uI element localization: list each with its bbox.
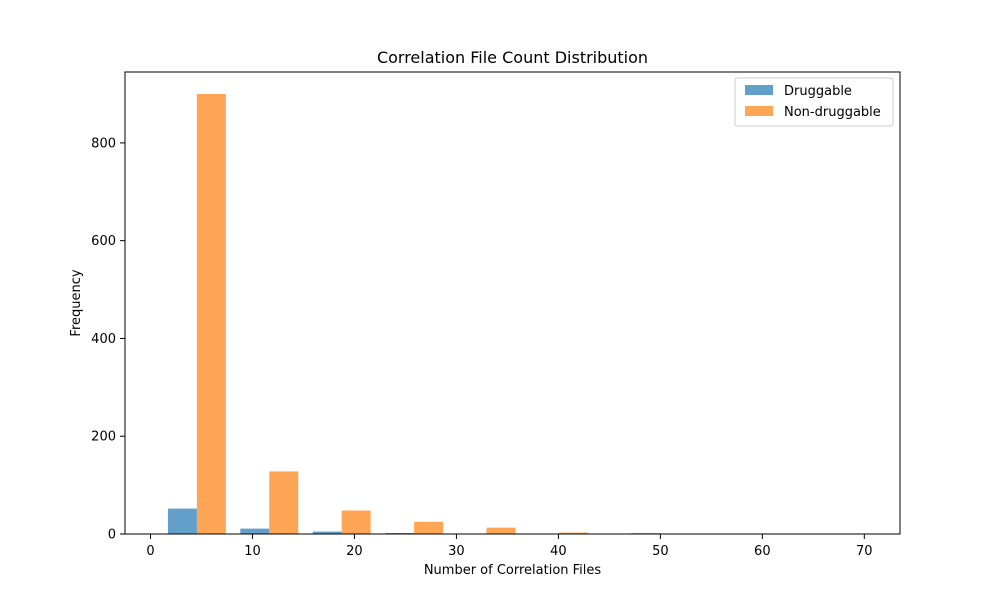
legend-label-non-druggable: Non-druggable [784,105,881,120]
y-tick-label-2: 400 [91,332,116,347]
bar-non-druggable-3 [414,521,444,534]
x-tick-label-3: 30 [448,544,465,559]
y-axis-label: Frequency [69,269,84,336]
bar-non-druggable-5 [558,532,588,534]
x-tick-label-0: 0 [146,544,154,559]
legend-box [734,77,894,127]
bar-non-druggable-0 [196,94,226,534]
bar-druggable-0 [167,508,197,534]
bars-layer [167,94,661,534]
bar-non-druggable-1 [269,471,299,534]
x-tick-label-1: 10 [244,544,261,559]
y-tick-label-0: 0 [108,528,116,543]
bar-non-druggable-4 [486,527,516,534]
chart-title: Correlation File Count Distribution [377,48,648,67]
bar-druggable-2 [312,531,342,534]
y-tick-label-1: 200 [91,430,116,445]
plot-frame [124,71,901,535]
x-tick-label-5: 50 [652,544,669,559]
x-axis-label: Number of Correlation Files [424,563,602,578]
x-tick-label-7: 70 [856,544,873,559]
y-tick-label-3: 600 [91,234,116,249]
x-tick-label-4: 40 [550,544,567,559]
y-axis: 0 200 400 600 800 [91,136,125,543]
legend-label-druggable: Druggable [784,84,852,99]
y-tick-label-4: 800 [91,136,116,151]
x-axis: 0 10 20 30 40 50 60 70 [146,534,873,559]
x-tick-label-2: 20 [346,544,363,559]
bar-non-druggable-2 [341,510,371,534]
legend-swatch-druggable [745,85,773,95]
legend: Druggable Non-druggable [734,77,894,127]
bar-druggable-1 [240,528,270,534]
legend-swatch-non-druggable [745,106,773,116]
x-tick-label-6: 60 [754,544,771,559]
